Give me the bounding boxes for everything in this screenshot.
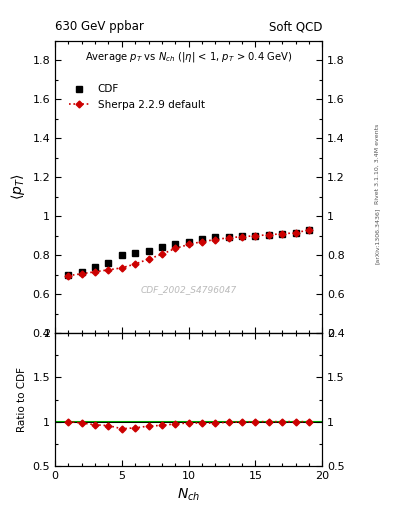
- Text: 630 GeV ppbar: 630 GeV ppbar: [55, 20, 144, 33]
- Legend: CDF, Sherpa 2.2.9 default: CDF, Sherpa 2.2.9 default: [66, 81, 208, 113]
- Y-axis label: Ratio to CDF: Ratio to CDF: [17, 367, 27, 432]
- Text: Average $p_T$ vs $N_{ch}$ ($|\eta|$ < 1, $p_T$ > 0.4 GeV): Average $p_T$ vs $N_{ch}$ ($|\eta|$ < 1,…: [85, 50, 292, 63]
- X-axis label: $N_{ch}$: $N_{ch}$: [177, 486, 200, 503]
- Text: Soft QCD: Soft QCD: [269, 20, 322, 33]
- Text: CDF_2002_S4796047: CDF_2002_S4796047: [141, 285, 237, 294]
- Text: Rivet 3.1.10, 3.4M events: Rivet 3.1.10, 3.4M events: [375, 124, 380, 204]
- Text: [arXiv:1306.3436]: [arXiv:1306.3436]: [375, 207, 380, 264]
- Y-axis label: $\langle p_T \rangle$: $\langle p_T \rangle$: [9, 174, 27, 200]
